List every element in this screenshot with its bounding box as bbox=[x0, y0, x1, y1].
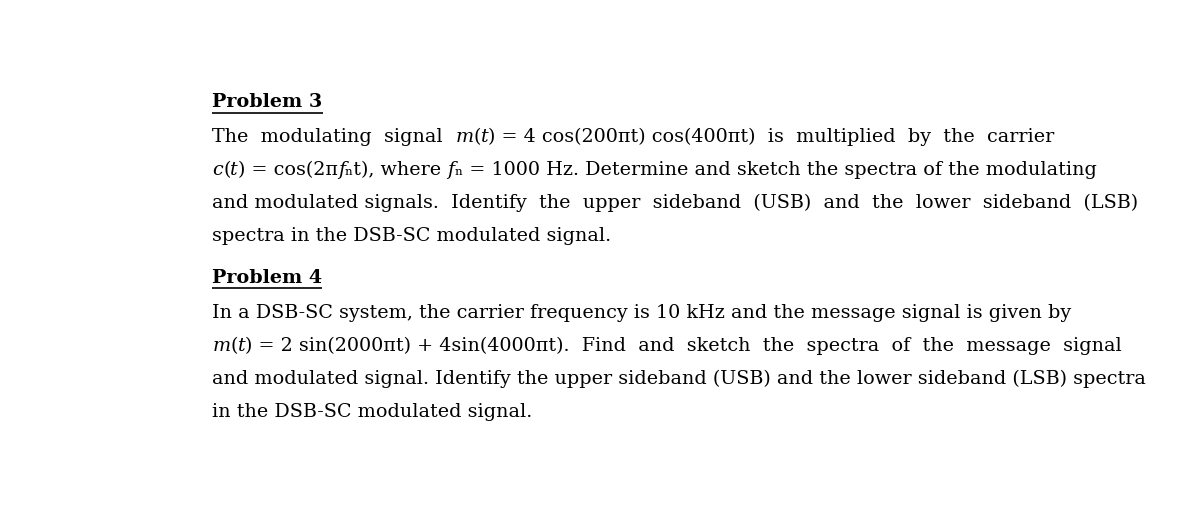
Text: spectra in the DSB-SC modulated signal.: spectra in the DSB-SC modulated signal. bbox=[212, 227, 612, 245]
Text: f: f bbox=[338, 161, 346, 179]
Text: t: t bbox=[230, 161, 238, 179]
Text: (: ( bbox=[473, 128, 481, 145]
Text: Problem 3: Problem 3 bbox=[212, 93, 323, 111]
Text: The  modulating  signal: The modulating signal bbox=[212, 128, 455, 145]
Text: c: c bbox=[212, 161, 223, 179]
Text: and modulated signals.  Identify  the  upper  sideband  (USB)  and  the  lower  : and modulated signals. Identify the uppe… bbox=[212, 194, 1139, 212]
Text: t: t bbox=[481, 128, 488, 145]
Text: (: ( bbox=[223, 161, 230, 179]
Text: (: ( bbox=[230, 337, 238, 355]
Text: Problem 4: Problem 4 bbox=[212, 269, 323, 287]
Text: f: f bbox=[448, 161, 455, 179]
Text: ) = cos(2π: ) = cos(2π bbox=[238, 161, 338, 179]
Text: in the DSB-SC modulated signal.: in the DSB-SC modulated signal. bbox=[212, 403, 533, 421]
Text: ) = 2 sin(2000πt) + 4sin(4000πt).  Find  and  sketch  the  spectra  of  the  mes: ) = 2 sin(2000πt) + 4sin(4000πt). Find a… bbox=[246, 337, 1122, 355]
Text: m: m bbox=[455, 128, 473, 145]
Text: t: t bbox=[238, 337, 246, 355]
Text: m: m bbox=[212, 337, 230, 355]
Text: In a DSB-SC system, the carrier frequency is 10 kHz and the message signal is gi: In a DSB-SC system, the carrier frequenc… bbox=[212, 303, 1072, 321]
Text: ₙ = 1000 Hz. Determine and sketch the spectra of the modulating: ₙ = 1000 Hz. Determine and sketch the sp… bbox=[455, 161, 1097, 179]
Text: ) = 4 cos(200πt) cos(400πt)  is  multiplied  by  the  carrier: ) = 4 cos(200πt) cos(400πt) is multiplie… bbox=[488, 128, 1055, 146]
Text: ₙt), where: ₙt), where bbox=[346, 161, 448, 179]
Text: and modulated signal. Identify the upper sideband (USB) and the lower sideband (: and modulated signal. Identify the upper… bbox=[212, 370, 1146, 388]
